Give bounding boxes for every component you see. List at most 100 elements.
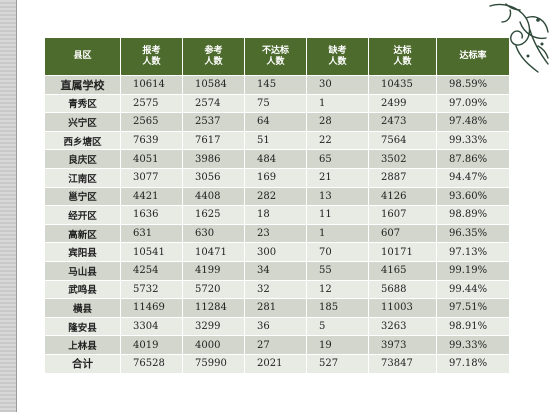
value-cell: 185	[306, 298, 369, 318]
value-cell: 30	[306, 75, 369, 95]
header-participated: 参考 人数	[182, 37, 245, 76]
county-name-cell: 高新区	[44, 223, 121, 244]
table-row: 良庆区 4051 3986 484 65 3502 87.86%	[44, 149, 510, 169]
value-cell: 5720	[182, 279, 245, 300]
value-cell: 28	[306, 112, 369, 132]
header-line: 人数	[266, 56, 285, 67]
value-cell: 145	[244, 75, 307, 95]
value-cell: 2021	[244, 353, 307, 374]
value-cell: 4051	[120, 149, 183, 169]
table-total-row: 合计 76528 75990 2021 527 73847 97.18%	[44, 353, 510, 374]
value-cell: 10584	[182, 75, 245, 95]
value-cell: 7564	[368, 130, 437, 151]
value-cell: 13	[306, 186, 369, 207]
value-cell: 5	[306, 316, 369, 337]
county-name-cell: 宾阳县	[44, 242, 121, 262]
value-cell: 4165	[368, 260, 437, 281]
value-cell: 3299	[182, 316, 245, 337]
table-row: 邕宁区 4421 4408 282 13 4126 93.60%	[44, 186, 510, 207]
header-not-passed: 不达标 人数	[244, 37, 307, 76]
value-cell: 99.19%	[436, 260, 510, 281]
value-cell: 76528	[120, 353, 183, 374]
value-cell: 10435	[368, 75, 437, 95]
header-line: 人数	[393, 56, 412, 67]
value-cell: 5688	[368, 279, 437, 300]
slide-left-stripe	[0, 0, 16, 412]
value-cell: 11284	[182, 298, 245, 318]
value-cell: 94.47%	[436, 167, 510, 188]
value-cell: 2565	[120, 112, 183, 132]
value-cell: 3263	[368, 316, 437, 337]
value-cell: 51	[244, 130, 307, 151]
value-cell: 97.18%	[436, 353, 510, 374]
county-name-cell: 直属学校	[44, 75, 121, 95]
value-cell: 99.44%	[436, 279, 510, 300]
table-header-row: 县区 报考 人数 参考 人数 不达标 人数 缺考 人数 达标 人数 达标率	[44, 37, 510, 76]
value-cell: 2574	[182, 93, 245, 114]
value-cell: 23	[244, 223, 307, 244]
value-cell: 96.35%	[436, 223, 510, 244]
header-line: 人数	[204, 56, 223, 67]
value-cell: 27	[244, 335, 307, 355]
value-cell: 1636	[120, 205, 183, 225]
header-absent: 缺考 人数	[306, 37, 369, 76]
value-cell: 98.59%	[436, 75, 510, 95]
value-cell: 99.33%	[436, 130, 510, 151]
value-cell: 36	[244, 316, 307, 337]
floral-swirl-icon	[489, 3, 549, 73]
slide-left-divider	[16, 0, 17, 412]
value-cell: 97.13%	[436, 242, 510, 262]
value-cell: 3502	[368, 149, 437, 169]
table-row: 宾阳县 10541 10471 300 70 10171 97.13%	[44, 242, 510, 262]
value-cell: 99.33%	[436, 335, 510, 355]
value-cell: 75990	[182, 353, 245, 374]
value-cell: 73847	[368, 353, 437, 374]
table-row: 西乡塘区 7639 7617 51 22 7564 99.33%	[44, 130, 510, 151]
value-cell: 300	[244, 242, 307, 262]
value-cell: 484	[244, 149, 307, 169]
county-name-cell: 武鸣县	[44, 279, 121, 300]
county-name-cell: 隆安县	[44, 316, 121, 337]
exam-pass-rate-table: 县区 报考 人数 参考 人数 不达标 人数 缺考 人数 达标 人数 达标率 直属学校 106…	[44, 37, 510, 374]
value-cell: 22	[306, 130, 369, 151]
value-cell: 1607	[368, 205, 437, 225]
county-name-cell: 马山县	[44, 260, 121, 281]
table-row: 武鸣县 5732 5720 32 12 5688 99.44%	[44, 279, 510, 300]
value-cell: 32	[244, 279, 307, 300]
value-cell: 10541	[120, 242, 183, 262]
header-pass-rate: 达标率	[436, 37, 510, 76]
header-line: 人数	[328, 56, 347, 67]
header-passed: 达标 人数	[368, 37, 437, 76]
value-cell: 4000	[182, 335, 245, 355]
value-cell: 65	[306, 149, 369, 169]
value-cell: 64	[244, 112, 307, 132]
county-name-cell: 江南区	[44, 167, 121, 188]
value-cell: 18	[244, 205, 307, 225]
county-name-cell: 合计	[44, 353, 121, 374]
table-row: 横县 11469 11284 281 185 11003 97.51%	[44, 298, 510, 318]
value-cell: 169	[244, 167, 307, 188]
value-cell: 7617	[182, 130, 245, 151]
value-cell: 97.09%	[436, 93, 510, 114]
county-name-cell: 经开区	[44, 205, 121, 225]
table-row: 青秀区 2575 2574 75 1 2499 97.09%	[44, 93, 510, 114]
value-cell: 4408	[182, 186, 245, 207]
value-cell: 7639	[120, 130, 183, 151]
header-line: 人数	[142, 56, 161, 67]
value-cell: 2537	[182, 112, 245, 132]
value-cell: 607	[368, 223, 437, 244]
value-cell: 281	[244, 298, 307, 318]
value-cell: 5732	[120, 279, 183, 300]
value-cell: 55	[306, 260, 369, 281]
value-cell: 1625	[182, 205, 245, 225]
value-cell: 282	[244, 186, 307, 207]
value-cell: 3986	[182, 149, 245, 169]
header-line: 报考	[142, 45, 161, 56]
value-cell: 3056	[182, 167, 245, 188]
value-cell: 4126	[368, 186, 437, 207]
table-row: 直属学校 10614 10584 145 30 10435 98.59%	[44, 75, 510, 95]
value-cell: 11	[306, 205, 369, 225]
value-cell: 10471	[182, 242, 245, 262]
value-cell: 97.51%	[436, 298, 510, 318]
value-cell: 11469	[120, 298, 183, 318]
